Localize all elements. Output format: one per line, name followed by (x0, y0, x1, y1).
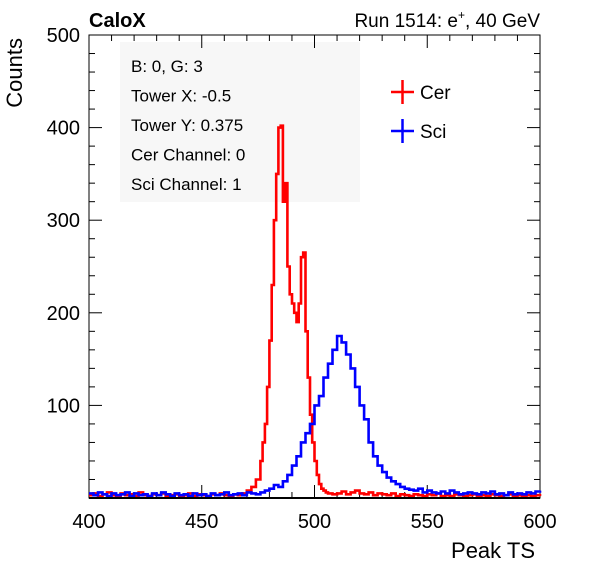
legend: Cer Sci (391, 80, 451, 143)
info-box (120, 42, 360, 202)
x-axis-title: Peak TS (451, 538, 535, 563)
y-tick-label-300: 300 (47, 210, 80, 232)
info-line-2: Tower Y: 0.375 (131, 116, 243, 135)
run-label-prefix: Run 1514: e (354, 11, 458, 32)
y-axis-title: Counts (2, 38, 27, 108)
legend-cer-label: Cer (420, 83, 451, 104)
x-tick-label-450: 450 (185, 511, 218, 533)
legend-sci-label: Sci (420, 122, 446, 143)
info-box-lines: B: 0, G: 3 Tower X: -0.5 Tower Y: 0.375 Cer… (131, 57, 245, 194)
axis-tick-labels: 400 450 500 550 600 100 200 300 400 500 (47, 25, 557, 533)
x-tick-label-550: 550 (411, 511, 444, 533)
info-line-4: Sci Channel: 1 (131, 175, 242, 194)
run-label: Run 1514: e+, 40 GeV (354, 8, 540, 32)
y-tick-label-100: 100 (47, 395, 80, 417)
run-label-sup: + (458, 8, 465, 22)
y-tick-label-200: 200 (47, 303, 80, 325)
info-line-3: Cer Channel: 0 (131, 146, 245, 165)
x-tick-label-400: 400 (72, 511, 105, 533)
series-group (89, 124, 542, 499)
y-tick-label-500: 500 (47, 25, 80, 47)
x-tick-label-500: 500 (298, 511, 331, 533)
x-tick-label-600: 600 (523, 511, 556, 533)
series-sci-line (89, 334, 542, 498)
run-label-suffix: , 40 GeV (465, 11, 540, 32)
y-tick-label-400: 400 (47, 118, 80, 140)
experiment-label: CaloX (89, 10, 146, 32)
info-line-1: Tower X: -0.5 (131, 87, 231, 106)
info-line-0: B: 0, G: 3 (131, 57, 203, 76)
